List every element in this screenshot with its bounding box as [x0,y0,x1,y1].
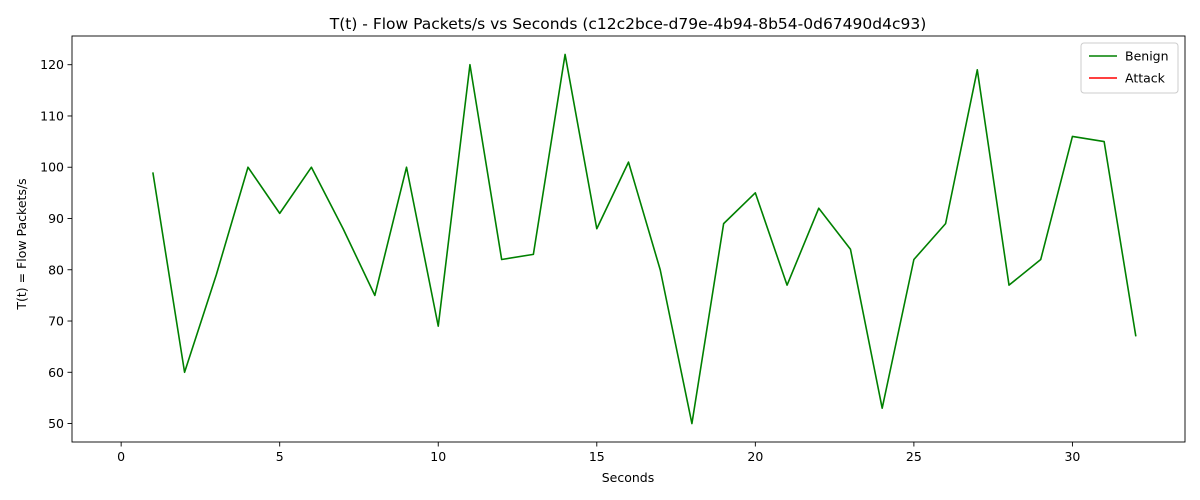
y-tick-label: 100 [40,160,64,175]
y-tick-label: 60 [48,365,64,380]
x-tick-label: 0 [117,449,125,464]
legend-label-benign: Benign [1125,49,1169,64]
series-line-benign [152,53,1137,425]
chart-title: T(t) - Flow Packets/s vs Seconds (c12c2b… [329,15,927,33]
y-tick-label: 70 [48,314,64,329]
x-tick-label: 10 [430,449,446,464]
y-tick-label: 120 [40,57,64,72]
plot-area: 0 5 10 15 20 25 30 50 60 70 80 90 100 110 120 [40,35,1186,464]
x-tick-label: 15 [589,449,605,464]
legend: Benign Attack [1080,42,1179,94]
y-axis-label: T(t) = Flow Packets/s [14,178,29,310]
x-tick-label: 30 [1064,449,1080,464]
y-tick-label: 90 [48,211,64,226]
y-tick-label: 80 [48,262,64,277]
legend-label-attack: Attack [1125,71,1166,86]
y-tick-label: 50 [48,416,64,431]
x-axis-label: Seconds [602,470,655,485]
x-tick-label: 5 [276,449,284,464]
y-tick-label: 110 [40,108,64,123]
plot-frame [71,35,1186,443]
x-tick-label: 25 [906,449,922,464]
x-tick-label: 20 [747,449,763,464]
